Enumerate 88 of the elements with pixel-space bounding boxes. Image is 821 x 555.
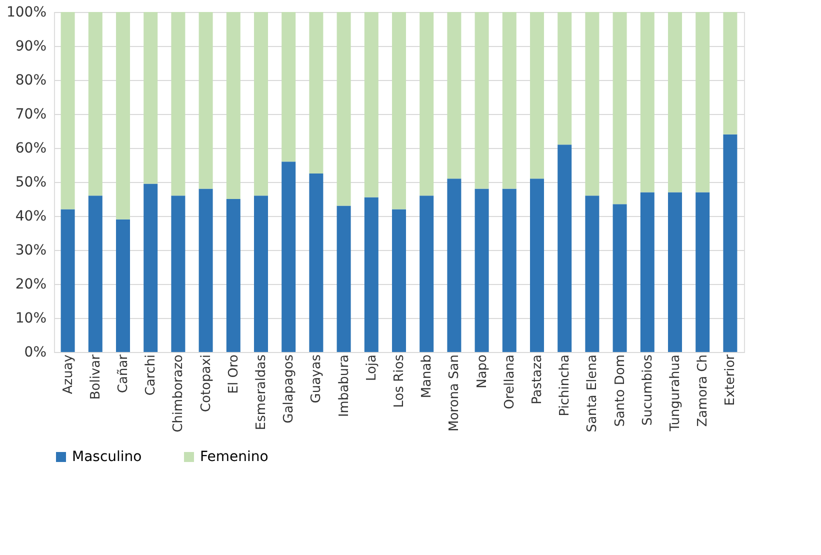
x-tick-label: Exterior: [723, 354, 738, 406]
y-tick-label: 90%: [15, 38, 46, 54]
bar: [723, 134, 738, 352]
y-tick-label: 100%: [6, 4, 46, 20]
bar: [723, 12, 738, 134]
bar: [116, 219, 130, 352]
bar: [88, 196, 102, 352]
x-tick-label: Napo: [474, 354, 490, 388]
x-tick-label: Imbabura: [336, 354, 352, 418]
bar: [474, 188, 489, 352]
bar: [696, 192, 710, 352]
bar: [198, 12, 213, 189]
bar: [364, 12, 378, 198]
x-tick-label: Cotopaxi: [198, 354, 214, 412]
y-tick-label: 70%: [15, 106, 46, 122]
bar: [88, 12, 102, 196]
bar: [60, 209, 75, 352]
x-tick-label: Chimborazo: [171, 354, 186, 432]
y-tick-label: 60%: [15, 140, 46, 156]
x-tick-label: Los Rios: [392, 354, 407, 408]
bar: [420, 196, 434, 352]
bar: [558, 144, 572, 352]
bar: [585, 196, 600, 352]
bar: [447, 12, 462, 179]
bar: [116, 12, 130, 220]
x-tick-label: Orellana: [502, 354, 518, 410]
y-tick-label: 10%: [15, 310, 46, 326]
bar: [309, 174, 324, 352]
y-tick-label: 40%: [15, 208, 46, 224]
x-tick-label: Loja: [364, 354, 380, 382]
bar: [530, 178, 544, 352]
x-tick-label: El Oro: [226, 354, 242, 394]
bar: [668, 192, 682, 352]
bar: [198, 188, 213, 352]
bar: [640, 192, 654, 352]
x-tick-label: Azuay: [60, 354, 76, 394]
bar: [282, 162, 296, 352]
bar: [254, 196, 268, 352]
legend-label: Femenino: [200, 449, 268, 465]
y-tick-label: 50%: [15, 174, 46, 190]
x-tick-label: Carchi: [144, 354, 159, 396]
bar: [226, 12, 240, 199]
bar: [447, 178, 462, 352]
x-tick-label: Zamora Ch: [696, 354, 711, 427]
bar: [612, 204, 627, 352]
x-tick-label: Galapagos: [282, 354, 297, 424]
bar: [502, 188, 516, 352]
bar: [585, 12, 600, 196]
y-tick-label: 0%: [24, 344, 46, 360]
bar: [530, 12, 544, 179]
x-tick-label: Cañar: [116, 354, 131, 394]
y-tick-label: 80%: [15, 72, 46, 88]
x-tick-label: Morona San: [447, 354, 462, 432]
legend-label: Masculino: [72, 449, 142, 465]
x-tick-label: Guayas: [309, 354, 324, 404]
x-tick-label: Pichincha: [558, 354, 573, 416]
bar: [392, 12, 406, 210]
bar: [612, 12, 627, 204]
x-tick-label: Santo Dom: [612, 354, 628, 427]
bar: [171, 196, 186, 352]
x-tick-label: Bolivar: [88, 354, 104, 400]
bar: [309, 12, 324, 174]
bar: [336, 12, 351, 206]
bar: [420, 12, 434, 196]
bar: [144, 12, 158, 184]
x-tick-label: Manab: [420, 354, 435, 398]
bar: [502, 12, 516, 189]
bar: [558, 12, 572, 145]
bar: [254, 12, 268, 196]
bar: [336, 206, 351, 352]
x-tick-label: Santa Elena: [585, 354, 600, 432]
bar: [668, 12, 682, 192]
bar: [60, 12, 75, 210]
x-tick-label: Tungurahua: [668, 354, 683, 432]
y-tick-label: 20%: [15, 276, 46, 292]
bar: [392, 209, 406, 352]
bar: [171, 12, 186, 196]
bar: [144, 184, 158, 352]
x-tick-label: Pastaza: [530, 354, 545, 404]
bar: [282, 12, 296, 162]
bar: [640, 12, 654, 192]
bar: [364, 197, 378, 352]
bar: [226, 199, 240, 352]
bar: [474, 12, 489, 189]
y-tick-label: 30%: [15, 242, 46, 258]
x-tick-label: Sucumbios: [640, 354, 656, 426]
x-tick-label: Esmeraldas: [254, 354, 269, 430]
bar: [696, 12, 710, 192]
